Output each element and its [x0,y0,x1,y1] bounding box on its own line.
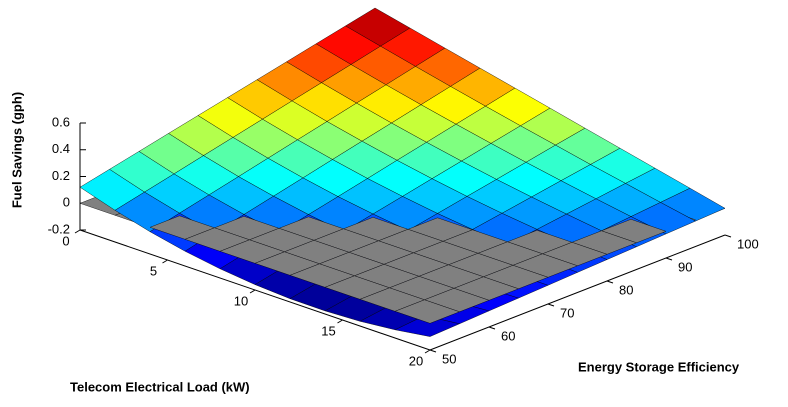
y-tick-label: 70 [560,305,574,320]
x-tick [337,319,343,324]
x-tick [249,289,256,294]
x-tick [74,229,81,234]
y-tick-label: 50 [442,351,456,366]
z-tick-label: 0.4 [52,141,70,156]
x-tick-label: 5 [150,263,157,278]
y-tick [429,349,437,353]
x-axis-label: Telecom Electrical Load (kW) [70,379,250,394]
x-tick-label: 15 [321,323,335,338]
reference-plane-cell [394,299,461,324]
y-tick-label: 100 [737,236,759,251]
x-tick-label: 10 [234,293,248,308]
y-tick [488,326,496,330]
x-tick-label: 0 [62,233,69,248]
z-tick-label: 0.2 [52,168,70,183]
y-axis-line [429,234,726,351]
y-tick [606,280,614,284]
x-tick [162,259,168,264]
y-tick-label: 90 [678,259,692,274]
y-tick [547,303,555,307]
x-tick [424,349,431,354]
y-tick [665,257,673,261]
y-tick-label: 80 [619,282,633,297]
z-tick-label: -0.2 [48,221,70,236]
y-tick-label: 60 [501,328,515,343]
surface-cell [394,315,461,337]
y-axis-label: Energy Storage Efficiency [578,359,740,374]
y-tick [724,234,732,238]
x-tick-label: 20 [409,353,423,368]
z-tick-label: 0 [63,195,70,210]
z-axis-label: Fuel Savings (gph) [9,92,24,208]
z-tick-label: 0.6 [52,114,70,129]
